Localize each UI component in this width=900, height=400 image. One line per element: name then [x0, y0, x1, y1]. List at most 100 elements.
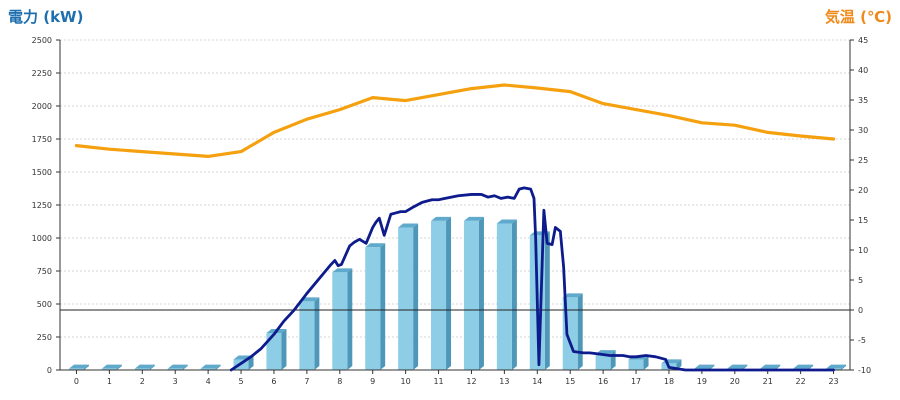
left-tick-label: 1500: [32, 168, 52, 177]
x-tick-label: 11: [433, 377, 443, 386]
bar: [68, 364, 89, 370]
x-tick-label: 8: [337, 377, 342, 386]
bar-front: [365, 247, 381, 370]
bar: [332, 268, 353, 370]
bar-top: [134, 364, 155, 369]
bar-top: [694, 364, 715, 369]
bar-top: [496, 219, 517, 224]
right-axis-title: 気温 (℃): [825, 8, 892, 26]
bar-front: [266, 333, 282, 370]
bar: [101, 364, 122, 370]
bar-front: [431, 220, 447, 370]
bar-top: [200, 364, 221, 369]
bar-front: [200, 368, 216, 370]
bar-top: [332, 268, 353, 273]
bar: [266, 329, 287, 370]
bar: [431, 216, 452, 370]
x-tick-label: 0: [74, 377, 79, 386]
series-lines: [74, 83, 836, 372]
bar-top: [365, 243, 386, 248]
bar-top: [398, 223, 419, 228]
tick-labels: 02505007501000125015001750200022502500-1…: [32, 36, 871, 386]
left-tick-label: 1750: [32, 135, 52, 144]
temperature-line: [74, 83, 836, 158]
x-tick-label: 1: [107, 377, 112, 386]
bar-side: [643, 355, 649, 370]
bar: [200, 364, 221, 370]
x-tick-label: 21: [763, 377, 773, 386]
bar: [134, 364, 155, 370]
left-tick-label: 1000: [32, 234, 52, 243]
right-tick-label: 10: [858, 246, 868, 255]
bar-front: [134, 368, 150, 370]
x-tick-label: 23: [828, 377, 838, 386]
bar: [365, 243, 386, 370]
bar-front: [101, 368, 117, 370]
power-bars: [68, 216, 847, 370]
bar-front: [463, 220, 479, 370]
bar: [463, 216, 484, 370]
bar: [167, 364, 188, 370]
bar-top: [727, 364, 748, 369]
right-tick-label: 25: [858, 156, 868, 165]
x-tick-label: 5: [238, 377, 243, 386]
right-tick-label: 5: [858, 276, 863, 285]
bar-side: [347, 268, 353, 370]
bar-side: [116, 364, 122, 370]
bar-top: [463, 216, 484, 221]
bar-front: [496, 223, 512, 370]
bar-top: [562, 293, 583, 298]
x-tick-label: 14: [532, 377, 542, 386]
x-tick-label: 19: [697, 377, 707, 386]
right-tick-label: -10: [858, 366, 871, 375]
bar-side: [446, 216, 452, 370]
x-tick-label: 17: [631, 377, 641, 386]
left-tick-label: 250: [37, 333, 52, 342]
x-tick-label: 2: [140, 377, 145, 386]
bar-side: [149, 364, 155, 370]
bar-side: [478, 216, 484, 370]
left-tick-label: 2500: [32, 36, 52, 45]
bar-side: [314, 297, 320, 370]
bar: [299, 297, 320, 370]
right-tick-label: 20: [858, 186, 868, 195]
power-line: [229, 186, 835, 372]
grid-lines: [60, 39, 850, 338]
bar-side: [511, 219, 517, 370]
x-tick-label: 12: [466, 377, 476, 386]
bar: [496, 219, 517, 370]
bar-side: [413, 223, 419, 370]
left-tick-label: 750: [37, 267, 52, 276]
x-tick-label: 15: [565, 377, 575, 386]
bar: [398, 223, 419, 370]
x-tick-label: 3: [173, 377, 178, 386]
right-tick-label: 35: [858, 96, 868, 105]
right-tick-label: -5: [858, 336, 866, 345]
bar-side: [841, 364, 847, 370]
bar-side: [577, 293, 583, 370]
left-tick-label: 1250: [32, 201, 52, 210]
x-tick-label: 7: [304, 377, 309, 386]
x-tick-label: 22: [796, 377, 806, 386]
bar-top: [68, 364, 89, 369]
x-tick-label: 6: [271, 377, 276, 386]
left-tick-label: 2000: [32, 102, 52, 111]
x-tick-label: 9: [370, 377, 375, 386]
left-tick-label: 2250: [32, 69, 52, 78]
bar-front: [299, 301, 315, 370]
bar-side: [215, 364, 221, 370]
bar-top: [760, 364, 781, 369]
bar-top: [101, 364, 122, 369]
x-tick-label: 13: [499, 377, 509, 386]
bar-front: [595, 354, 611, 370]
bar-front: [628, 359, 644, 370]
right-tick-label: 0: [858, 306, 863, 315]
left-tick-label: 500: [37, 300, 52, 309]
right-tick-label: 45: [858, 36, 868, 45]
left-tick-label: 0: [47, 366, 52, 375]
bar-front: [167, 368, 183, 370]
bar-top: [793, 364, 814, 369]
x-tick-label: 20: [730, 377, 740, 386]
